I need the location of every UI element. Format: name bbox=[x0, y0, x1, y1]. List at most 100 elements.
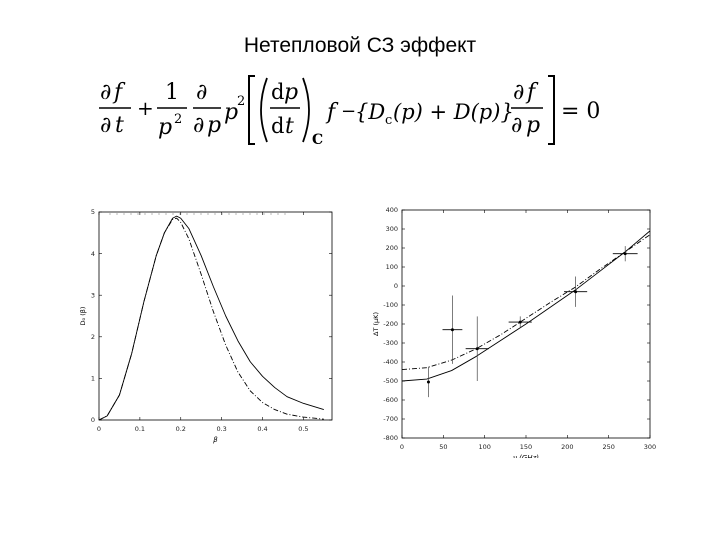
eq-sub-c-small: c bbox=[385, 113, 392, 128]
chart-delta-t-frequency: 0 50 100 150 200 250 300 400 300 200 100 0 -100 -200 -… bbox=[372, 206, 656, 458]
eq-p-1: p bbox=[158, 115, 172, 140]
top-dot bbox=[263, 213, 265, 215]
eq-right-bracket bbox=[548, 75, 555, 145]
plot-frame bbox=[98, 211, 333, 421]
y-axis-label: ΔT (μK) bbox=[372, 312, 380, 336]
eq-partial-5: ∂ bbox=[513, 80, 524, 105]
top-dot bbox=[228, 213, 230, 215]
series-line-1 bbox=[401, 230, 651, 382]
eq-d-2: d bbox=[271, 114, 284, 138]
eq-partial-6: ∂ bbox=[511, 113, 522, 138]
x-tick-label: 100 bbox=[478, 443, 490, 451]
eq-plus: + bbox=[137, 96, 154, 120]
y-tick-label: 0 bbox=[394, 282, 398, 290]
top-dot bbox=[200, 213, 202, 215]
data-point bbox=[450, 328, 454, 332]
eq-f-3: f bbox=[525, 80, 539, 105]
x-tick-label: 0 bbox=[97, 425, 101, 433]
x-tick-label: 0.1 bbox=[135, 425, 145, 433]
top-dot bbox=[130, 213, 132, 215]
x-tick-label: 0.3 bbox=[216, 425, 226, 433]
top-dot bbox=[256, 213, 258, 215]
eq-brace-d: {D bbox=[355, 100, 385, 124]
top-dot bbox=[284, 213, 286, 215]
top-dot bbox=[151, 213, 153, 215]
eq-left-bracket bbox=[248, 75, 255, 145]
eq-partial-1: ∂ bbox=[100, 80, 111, 105]
y-tick-label: -400 bbox=[383, 358, 398, 366]
top-dot bbox=[249, 213, 251, 215]
y-tick-label: 2 bbox=[91, 333, 95, 341]
top-dot bbox=[158, 213, 160, 215]
data-point bbox=[475, 347, 479, 351]
y-tick-label: -200 bbox=[383, 320, 398, 328]
eq-t: t bbox=[115, 113, 124, 138]
top-dot bbox=[172, 213, 174, 215]
y-axis-label: D₀ (β) bbox=[80, 307, 87, 326]
x-tick-label: 0 bbox=[400, 443, 404, 451]
eq-sub-c: C bbox=[312, 132, 323, 148]
y-tick-label: -800 bbox=[383, 434, 398, 442]
eq-f-2: f bbox=[325, 100, 339, 125]
y-tick-label: -700 bbox=[383, 415, 398, 423]
x-tick-label: 0.2 bbox=[176, 425, 186, 433]
equation: ∂ f ∂ t + 1 p 2 ∂ ∂ p p 2 d p d t C f − … bbox=[99, 75, 600, 148]
y-tick-label: 400 bbox=[386, 206, 398, 214]
data-point bbox=[518, 320, 522, 324]
x-tick-label: 50 bbox=[439, 443, 447, 451]
eq-partial-2: ∂ bbox=[100, 113, 111, 138]
eq-equals: = 0 bbox=[561, 99, 600, 124]
x-tick-label: 150 bbox=[520, 443, 532, 451]
x-tick-label: 250 bbox=[602, 443, 614, 451]
top-dot bbox=[144, 213, 146, 215]
eq-p-5: p bbox=[526, 113, 540, 138]
x-tick-label: 300 bbox=[644, 443, 656, 451]
top-dot bbox=[179, 213, 181, 215]
x-tick-label: 200 bbox=[561, 443, 573, 451]
eq-partial-3: ∂ bbox=[196, 80, 207, 105]
series-line-2 bbox=[98, 217, 324, 421]
top-dot bbox=[116, 213, 118, 215]
top-dot bbox=[270, 213, 272, 215]
y-tick-label: 200 bbox=[386, 244, 398, 252]
top-dot bbox=[165, 213, 167, 215]
eq-partial-4: ∂ bbox=[193, 113, 204, 138]
top-dot bbox=[277, 213, 279, 215]
chart-d0-beta: 0 0.1 0.2 0.3 0.4 0.5 0 1 2 3 4 5 β D₀ (β) bbox=[80, 208, 333, 444]
top-dot bbox=[193, 213, 195, 215]
top-dot bbox=[207, 213, 209, 215]
eq-sq-1: 2 bbox=[174, 112, 182, 127]
x-axis-label: ν (GHz) bbox=[513, 454, 539, 458]
data-point bbox=[623, 252, 627, 256]
x-tick-label: 0.5 bbox=[298, 425, 308, 433]
data-point bbox=[574, 290, 578, 294]
y-tick-label: -300 bbox=[383, 339, 398, 347]
top-dot bbox=[214, 213, 216, 215]
series-line-1 bbox=[98, 215, 324, 421]
y-tick-label: -100 bbox=[383, 301, 398, 309]
eq-left-paren bbox=[260, 77, 268, 143]
eq-minus: − bbox=[341, 101, 356, 122]
y-tick-label: -600 bbox=[383, 396, 398, 404]
top-dot bbox=[242, 213, 244, 215]
top-dot bbox=[109, 213, 111, 215]
top-dot bbox=[137, 213, 139, 215]
top-dot bbox=[221, 213, 223, 215]
y-tick-label: 100 bbox=[386, 263, 398, 271]
top-dot bbox=[235, 213, 237, 215]
y-tick-label: 5 bbox=[91, 208, 95, 216]
series-line-2 bbox=[401, 234, 651, 371]
eq-p-3: p bbox=[224, 100, 238, 125]
top-dot bbox=[123, 213, 125, 215]
x-axis-label: β bbox=[213, 436, 218, 444]
slide-title: Нетепловой СЗ эффект bbox=[243, 34, 477, 57]
y-tick-label: 1 bbox=[91, 375, 95, 383]
eq-p-2: p bbox=[207, 113, 221, 138]
eq-middle: (p) + D(p)} bbox=[393, 100, 514, 124]
y-tick-label: 300 bbox=[386, 225, 398, 233]
eq-right-paren bbox=[302, 77, 310, 143]
y-tick-label: -500 bbox=[383, 377, 398, 385]
eq-one: 1 bbox=[165, 80, 179, 105]
y-tick-label: 0 bbox=[91, 416, 95, 424]
x-tick-label: 0.4 bbox=[257, 425, 267, 433]
